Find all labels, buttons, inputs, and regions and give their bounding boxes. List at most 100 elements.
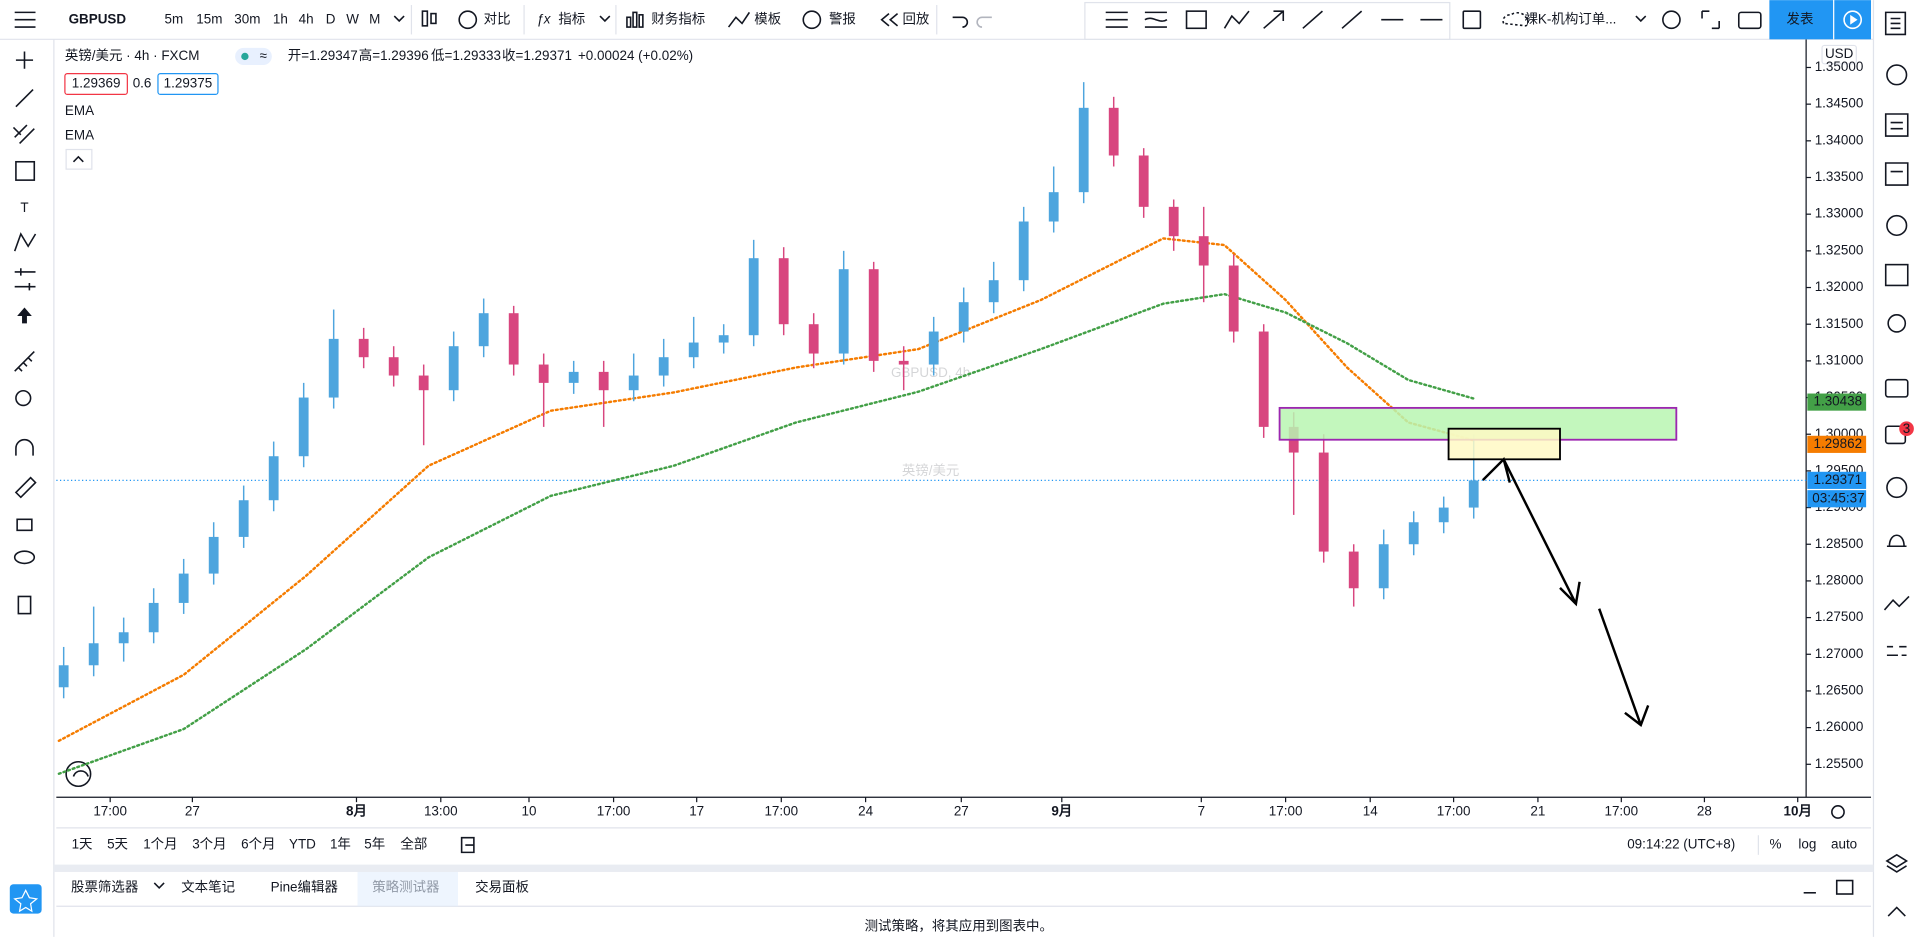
interval-button[interactable]: 4h [299, 11, 314, 26]
menu-icon[interactable] [14, 11, 36, 28]
clock[interactable]: 09:14:22 (UTC+8) [1627, 837, 1735, 852]
chat-icon[interactable] [1884, 378, 1909, 398]
currency-label[interactable]: USD [1825, 46, 1854, 61]
layout-name[interactable]: 裸K-机构订单... [1524, 11, 1616, 26]
draw-mode-tool[interactable] [14, 476, 37, 499]
interval-button[interactable]: 30m [234, 11, 260, 26]
panel-tab[interactable]: Pine编辑器 [271, 879, 339, 894]
news-icon[interactable] [1884, 113, 1909, 137]
interval-button[interactable]: W [346, 11, 359, 26]
legend-collapse[interactable] [65, 148, 93, 170]
ask-price[interactable]: 1.29375 [164, 76, 213, 91]
interval-button[interactable]: M [369, 11, 380, 26]
range-button[interactable]: 1天 [72, 837, 93, 852]
chart-style-icon[interactable] [421, 10, 437, 27]
shape-tool[interactable] [15, 160, 36, 181]
hide-tool[interactable] [13, 550, 36, 565]
ruler-tool[interactable] [14, 350, 35, 372]
cloud-icon[interactable] [1502, 11, 1530, 27]
tool-icon[interactable] [1185, 10, 1207, 30]
scale-option[interactable]: auto [1831, 837, 1857, 852]
crosshair-tool[interactable] [15, 51, 34, 69]
favorites-button[interactable] [9, 884, 42, 914]
line-tool[interactable] [15, 88, 34, 108]
toolbar-button[interactable]: 警报 [829, 11, 856, 26]
range-button[interactable]: 6个月 [241, 837, 275, 852]
tool-icon[interactable] [1302, 10, 1323, 29]
calendar-icon[interactable] [1886, 214, 1908, 237]
alerts-icon[interactable] [1886, 64, 1908, 86]
zone-rectangle[interactable] [1278, 406, 1678, 441]
publish-button[interactable] [1769, 0, 1834, 40]
indicator-dropdown[interactable] [599, 15, 611, 23]
toolbar-button[interactable]: 对比 [484, 11, 511, 26]
range-button[interactable]: 5天 [107, 837, 128, 852]
range-button[interactable]: 3个月 [192, 837, 226, 852]
panel-tab[interactable]: 交易面板 [475, 878, 529, 894]
range-button[interactable]: 5年 [364, 837, 385, 852]
symbol-name[interactable]: GBPUSD [69, 11, 127, 26]
lock-tool[interactable] [16, 518, 33, 532]
interval-button[interactable]: 15m [196, 11, 222, 26]
replay-icon[interactable] [880, 12, 899, 27]
pattern-tool[interactable] [13, 232, 37, 252]
range-button[interactable]: 全部 [400, 836, 427, 852]
snapshot-icon[interactable] [1737, 11, 1762, 30]
fullscreen-icon[interactable] [1701, 10, 1720, 30]
arrow-drawing[interactable] [1481, 456, 1581, 607]
indicator-icon[interactable]: ƒx [536, 11, 551, 26]
text-tool[interactable]: T [20, 200, 28, 215]
publish-label[interactable]: 发表 [1787, 11, 1814, 26]
panel-tab[interactable]: 股票筛选器 [71, 879, 139, 894]
axis-settings-icon[interactable] [1831, 805, 1845, 819]
hotlist-icon[interactable] [1884, 162, 1909, 186]
goto-date-icon[interactable] [460, 836, 475, 854]
order-panel-icon[interactable] [1886, 645, 1907, 657]
maximize-panel[interactable] [1835, 879, 1854, 895]
prediction-tool[interactable] [14, 268, 36, 291]
range-button[interactable]: 1个月 [143, 837, 177, 852]
panel-splitter[interactable] [53, 864, 1874, 872]
data-window-icon[interactable] [1883, 595, 1910, 611]
hints-icon[interactable] [1886, 476, 1908, 499]
zone-rectangle[interactable] [1447, 427, 1561, 461]
tab-dropdown[interactable] [153, 882, 165, 890]
notifications-icon[interactable] [1886, 534, 1907, 548]
arrow-tool[interactable] [17, 307, 32, 324]
toolbar-button[interactable]: 财务指标 [651, 11, 705, 26]
interval-dropdown[interactable] [393, 15, 405, 23]
ideas-icon[interactable] [1884, 263, 1909, 287]
layout-icon[interactable] [1462, 10, 1482, 30]
interval-button[interactable]: 5m [165, 11, 184, 26]
layers-icon[interactable] [1885, 853, 1909, 873]
alert-icon[interactable] [802, 10, 822, 30]
interval-button[interactable]: 1h [273, 11, 288, 26]
scale-option[interactable]: % [1770, 837, 1782, 852]
zoom-tool[interactable] [15, 389, 32, 407]
layout-dropdown[interactable] [1635, 15, 1647, 23]
magnet-tool[interactable] [15, 438, 34, 456]
range-button[interactable]: 1年 [330, 837, 351, 852]
undo-icon[interactable] [952, 16, 969, 28]
watchlist-icon[interactable] [1884, 11, 1907, 36]
fib-tool[interactable] [12, 124, 35, 144]
financials-icon[interactable] [626, 11, 644, 28]
scale-option[interactable]: log [1798, 837, 1816, 852]
collapse-icon[interactable] [1887, 906, 1906, 917]
tool-icon[interactable] [1105, 11, 1128, 28]
tool-icon[interactable] [1263, 10, 1285, 29]
toolbar-button[interactable]: 模板 [754, 11, 781, 26]
bid-price[interactable]: 1.29369 [72, 76, 121, 91]
compare-icon[interactable] [458, 10, 478, 30]
settings-icon[interactable] [1662, 10, 1681, 30]
toolbar-button[interactable]: 回放 [902, 11, 929, 26]
arrow-drawing[interactable] [1598, 608, 1650, 728]
streams-icon[interactable] [1887, 314, 1907, 333]
panel-tab[interactable]: 文本笔记 [181, 879, 235, 894]
template-icon[interactable] [727, 11, 751, 28]
range-button[interactable]: YTD [289, 837, 316, 852]
toolbar-button[interactable]: 指标 [558, 11, 585, 26]
delete-tool[interactable] [17, 595, 32, 615]
interval-button[interactable]: D [326, 11, 336, 26]
tool-icon[interactable] [1144, 11, 1168, 28]
